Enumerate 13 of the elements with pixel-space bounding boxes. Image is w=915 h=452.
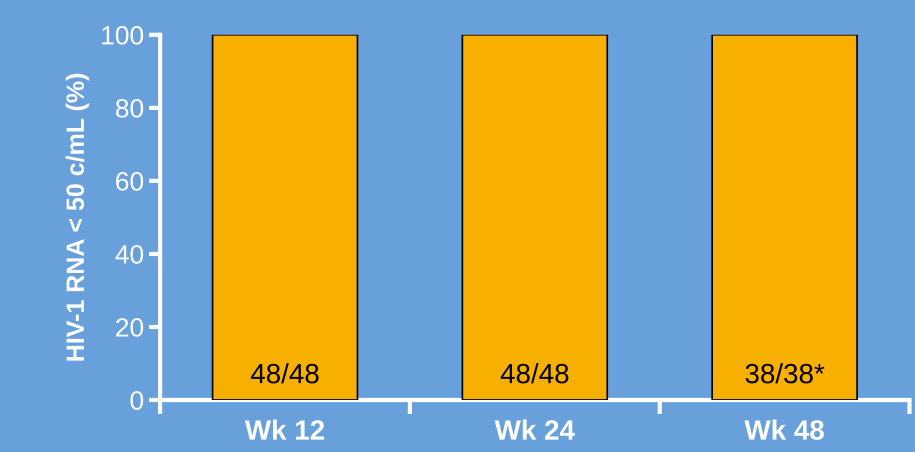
y-axis-title: HIV-1 RNA < 50 c/mL (%) <box>66 74 90 361</box>
y-tick-label: 80 <box>116 98 144 118</box>
y-tick-label: 0 <box>130 391 144 410</box>
x-tick-label: Wk 24 <box>494 419 575 440</box>
y-tick-label: 20 <box>116 318 144 337</box>
y-tick-label: 100 <box>102 26 144 45</box>
x-tick-label: Wk 12 <box>244 419 324 440</box>
data-label: 38/38* <box>746 363 824 384</box>
x-tick-label: Wk 48 <box>744 419 824 440</box>
data-label: 48/48 <box>250 363 319 384</box>
y-tick-label: 60 <box>116 172 144 191</box>
data-label: 48/48 <box>500 363 568 384</box>
y-tick-label: 40 <box>115 245 144 264</box>
